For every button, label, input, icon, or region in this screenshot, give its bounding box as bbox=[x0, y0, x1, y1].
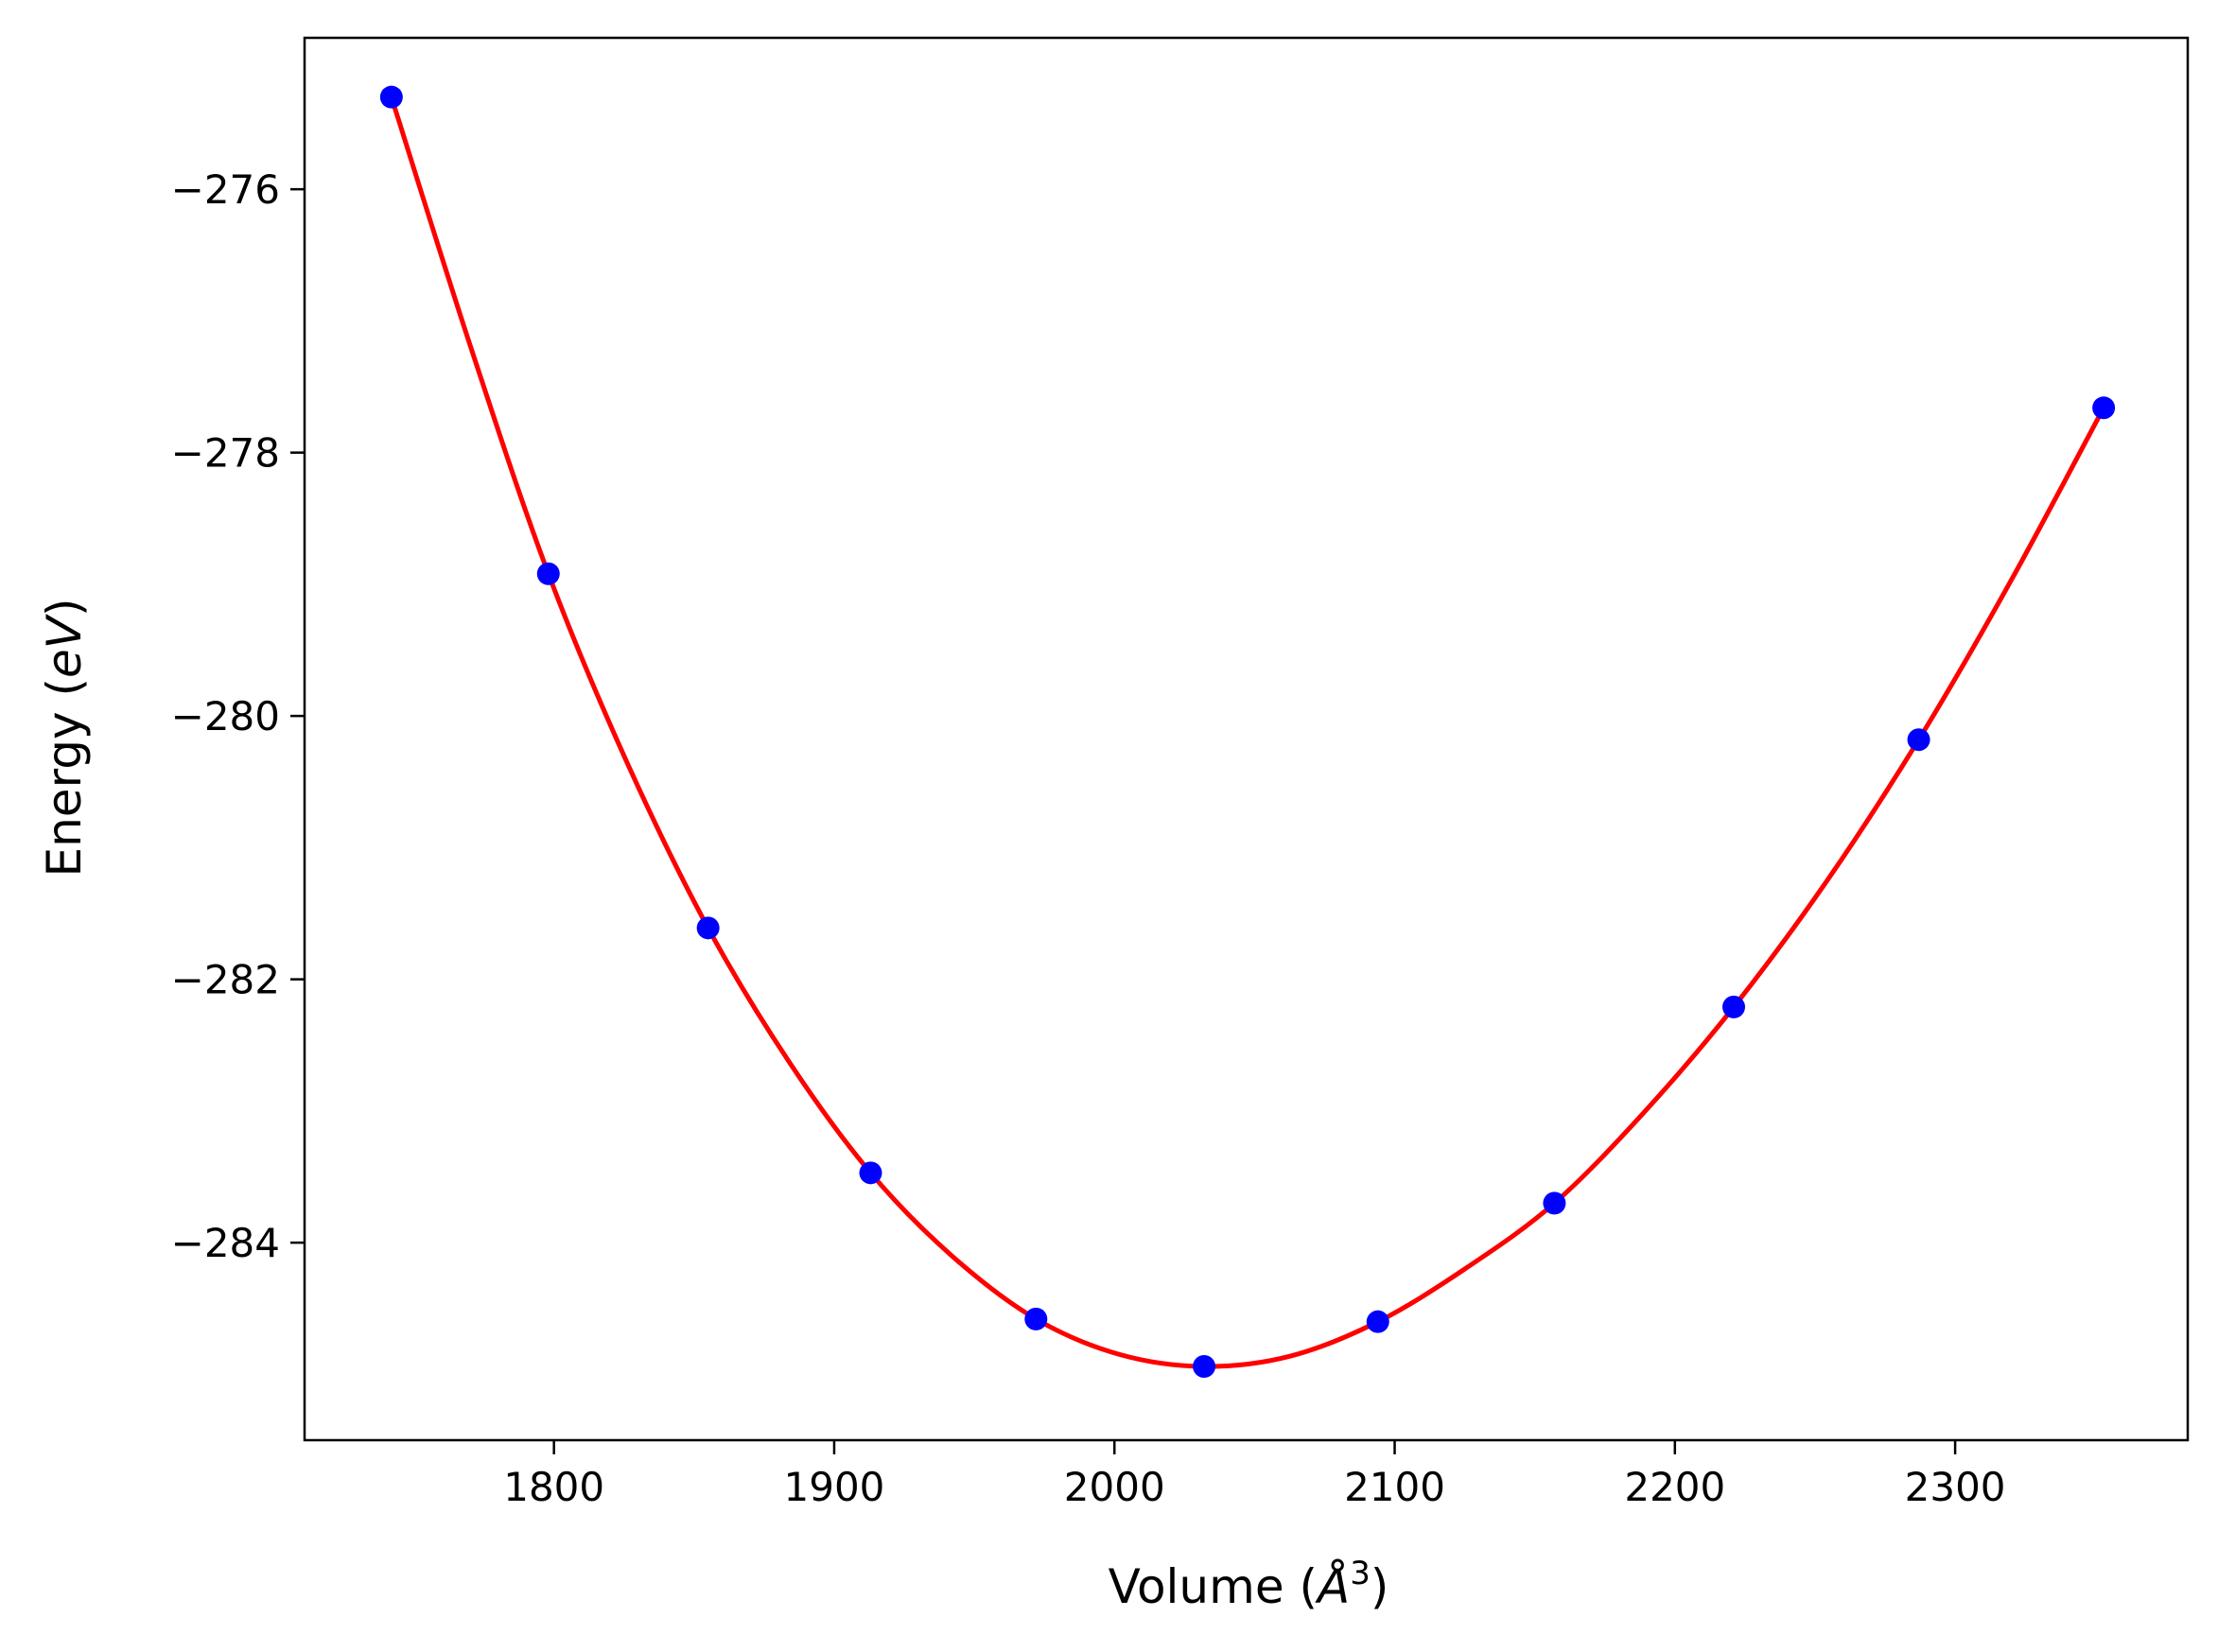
data-point bbox=[1024, 1307, 1048, 1330]
y-tick-label: −278 bbox=[171, 430, 280, 477]
data-point bbox=[536, 562, 560, 585]
y-axis-label: Energy (eV) bbox=[37, 599, 92, 878]
data-point bbox=[379, 85, 403, 109]
x-tick-label: 2200 bbox=[1624, 1464, 1725, 1510]
data-point bbox=[1366, 1310, 1389, 1333]
x-tick-label: 1900 bbox=[784, 1464, 885, 1510]
plot-layer bbox=[379, 85, 2116, 1379]
y-tick-label: −280 bbox=[171, 693, 280, 739]
y-tick-label: −284 bbox=[171, 1220, 280, 1266]
data-point bbox=[2092, 396, 2116, 420]
fit-curve bbox=[389, 96, 2106, 1369]
y-tick-label: −276 bbox=[171, 166, 280, 213]
x-axis-label: Volume (Å3) bbox=[1109, 1555, 1389, 1614]
y-tick-label: −282 bbox=[171, 957, 280, 1003]
plot-frame bbox=[303, 36, 2190, 1442]
x-tick-label: 2300 bbox=[1905, 1464, 2006, 1510]
data-point bbox=[859, 1161, 882, 1185]
data-point bbox=[1907, 728, 1930, 752]
x-tick-label: 2000 bbox=[1064, 1464, 1165, 1510]
x-tick-label: 1800 bbox=[503, 1464, 604, 1510]
data-point bbox=[1543, 1191, 1566, 1215]
data-point bbox=[1722, 995, 1746, 1018]
data-point bbox=[696, 916, 720, 940]
data-point bbox=[1193, 1355, 1216, 1379]
axes-layer: 1800 1900 2000 2100 2200 2300 −276 −278 −280 −282… bbox=[171, 36, 2190, 1510]
x-tick-label: 2100 bbox=[1344, 1464, 1445, 1510]
